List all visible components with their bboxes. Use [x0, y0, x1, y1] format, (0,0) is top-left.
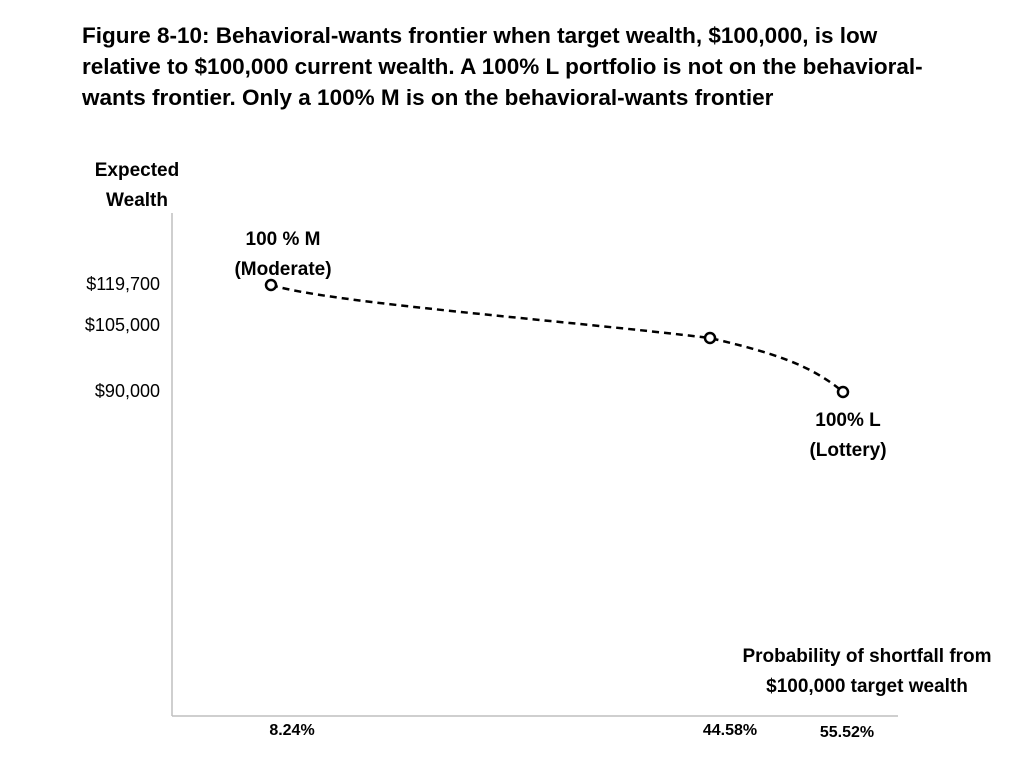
x-tick-label: 44.58% [702, 722, 758, 739]
y-tick-label: $105,000 [84, 315, 160, 335]
annotation-moderate: 100 % M (Moderate) [213, 225, 353, 285]
data-point-3 [836, 385, 850, 399]
x-tick-label: 55.52% [819, 724, 875, 741]
annotation-lottery-line-1: 100% L [815, 410, 881, 431]
annotation-moderate-line-2: (Moderate) [234, 259, 332, 280]
y-tick-label: $90,000 [94, 381, 160, 401]
frontier-dashed-curve [270, 283, 844, 393]
page-title: Figure 8-10: Behavioral-wants frontier w… [82, 23, 923, 110]
x-axis-label: Probability of shortfall from $100,000 t… [715, 642, 1019, 702]
x-axis-label-line-2: $100,000 target wealth [766, 676, 968, 697]
y-axis-label-line-1: Expected [94, 160, 180, 181]
data-point-1 [264, 278, 278, 292]
annotation-lottery-line-2: (Lottery) [809, 440, 887, 461]
annotation-moderate-line-1: 100 % M [245, 229, 321, 250]
annotation-lottery: 100% L (Lottery) [788, 406, 908, 466]
y-axis-label: Expected Wealth [82, 156, 192, 216]
y-tick-label: $119,700 [86, 274, 160, 294]
data-point-2 [703, 331, 717, 345]
x-axis-label-line-1: Probability of shortfall from [742, 646, 992, 667]
data-point-markers [264, 278, 850, 399]
y-axis-label-line-2: Wealth [106, 190, 168, 211]
x-tick-label: 8.24% [269, 722, 315, 739]
